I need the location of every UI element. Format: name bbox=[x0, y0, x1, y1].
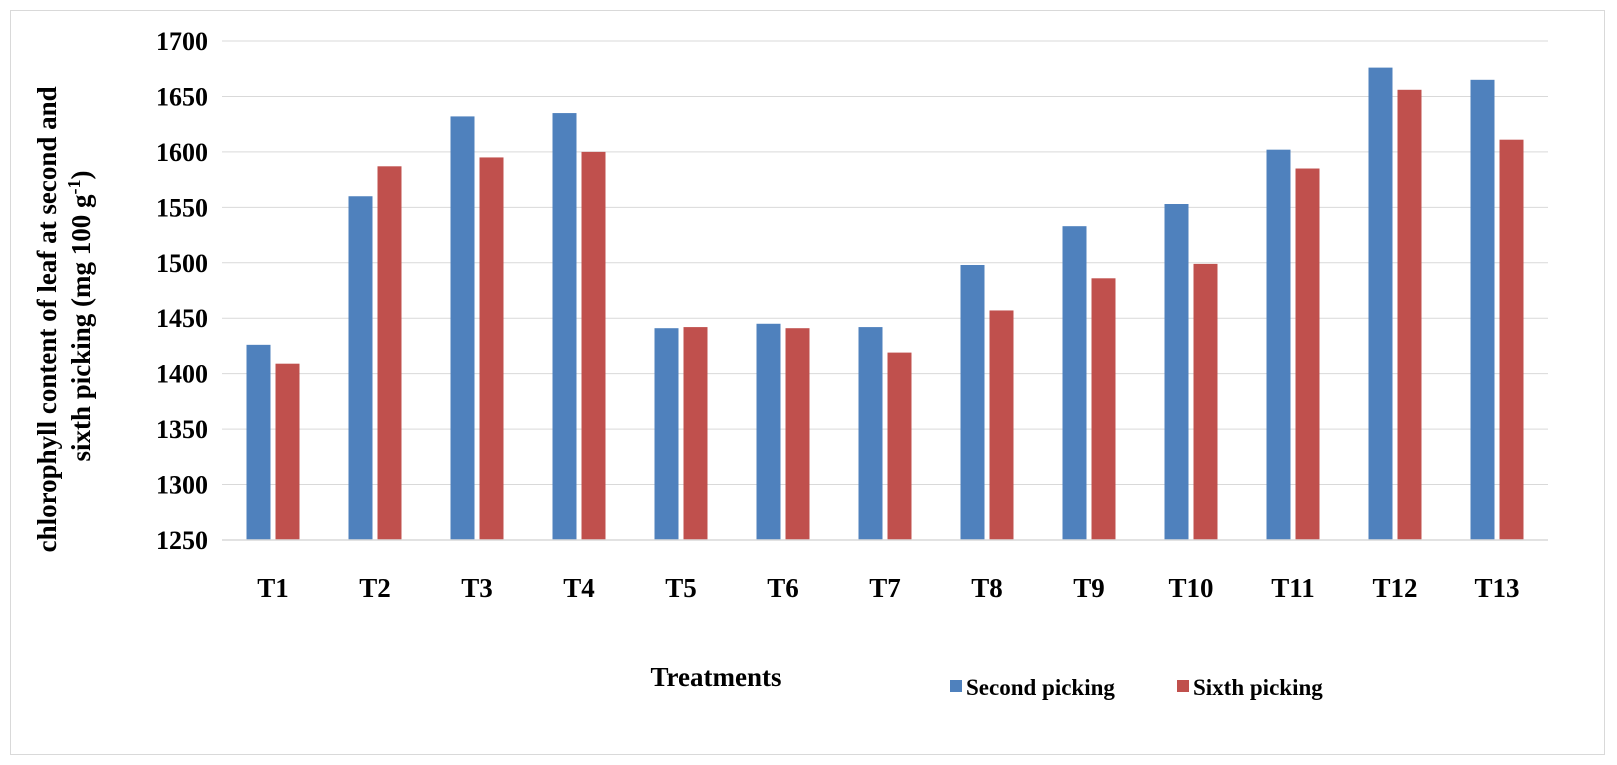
y-axis-title: chlorophyll content of leaf at second an… bbox=[32, 80, 96, 553]
x-tick-label: T3 bbox=[461, 573, 493, 603]
bar-second-picking-t7 bbox=[858, 327, 883, 540]
bar-second-picking-t5 bbox=[654, 328, 679, 540]
legend-label: Sixth picking bbox=[1193, 675, 1323, 700]
bar-sixth-picking-t11 bbox=[1295, 168, 1320, 540]
legend-label: Second picking bbox=[966, 675, 1115, 700]
x-axis-ticks: T1 T2 T3 T4 T5 T6 T7 T8 T9 T10 T11 T12 T13 bbox=[257, 573, 1519, 603]
bar-second-picking-t1 bbox=[246, 344, 271, 540]
y-tick-label: 1350 bbox=[156, 415, 208, 444]
y-axis-ticks: 1250 1300 1350 1400 1450 1500 1550 1600 1650 1700 bbox=[156, 27, 208, 555]
bar-second-picking-t3 bbox=[450, 116, 475, 540]
legend-swatch bbox=[1177, 680, 1189, 692]
bar-sixth-picking-t13 bbox=[1499, 139, 1524, 541]
bar-second-picking-t9 bbox=[1062, 226, 1087, 540]
bar-sixth-picking-t2 bbox=[377, 166, 402, 540]
x-tick-label: T5 bbox=[665, 573, 697, 603]
x-tick-label: T2 bbox=[359, 573, 391, 603]
bar-second-picking-t4 bbox=[552, 113, 577, 541]
y-tick-label: 1300 bbox=[156, 471, 208, 500]
gridlines bbox=[222, 40, 1548, 486]
bar-sixth-picking-t8 bbox=[989, 310, 1014, 540]
x-tick-label: T11 bbox=[1271, 573, 1315, 603]
y-axis-title-line2: sixth picking (mg 100 g-1) bbox=[64, 170, 96, 461]
x-tick-label: T10 bbox=[1168, 573, 1213, 603]
bar-sixth-picking-t5 bbox=[683, 327, 708, 540]
bar-sixth-picking-t1 bbox=[275, 363, 300, 540]
x-tick-label: T13 bbox=[1474, 573, 1519, 603]
bar-sixth-picking-t6 bbox=[785, 328, 810, 540]
bar-sixth-picking-t9 bbox=[1091, 278, 1116, 540]
y-tick-label: 1500 bbox=[156, 249, 208, 278]
bar-sixth-picking-t10 bbox=[1193, 263, 1218, 540]
y-axis-title-line1: chlorophyll content of leaf at second an… bbox=[32, 86, 62, 552]
y-tick-label: 1600 bbox=[156, 138, 208, 167]
y-axis-title-superscript: -1 bbox=[64, 179, 84, 194]
bar-second-picking-t8 bbox=[960, 264, 985, 540]
y-tick-label: 1250 bbox=[156, 526, 208, 555]
x-axis-title: Treatments bbox=[651, 662, 782, 692]
x-tick-label: T6 bbox=[767, 573, 799, 603]
bar-sixth-picking-t12 bbox=[1397, 89, 1422, 541]
bar-second-picking-t12 bbox=[1368, 67, 1393, 540]
bar-second-picking-t2 bbox=[348, 196, 373, 540]
y-tick-label: 1550 bbox=[156, 193, 208, 222]
y-tick-label: 1700 bbox=[156, 27, 208, 56]
y-tick-label: 1450 bbox=[156, 304, 208, 333]
legend-swatch bbox=[950, 680, 962, 692]
y-axis-title-line2-end: ) bbox=[66, 170, 96, 179]
x-tick-label: T8 bbox=[971, 573, 1003, 603]
bar-sixth-picking-t7 bbox=[887, 352, 912, 540]
bar-second-picking-t13 bbox=[1470, 79, 1495, 541]
y-tick-label: 1400 bbox=[156, 360, 208, 389]
x-tick-label: T12 bbox=[1372, 573, 1417, 603]
bar-second-picking-t10 bbox=[1164, 204, 1189, 541]
bar-second-picking-t6 bbox=[756, 323, 781, 540]
bar-sixth-picking-t3 bbox=[479, 157, 504, 540]
x-tick-label: T1 bbox=[257, 573, 289, 603]
y-tick-label: 1650 bbox=[156, 82, 208, 111]
x-tick-label: T4 bbox=[563, 573, 595, 603]
bars bbox=[246, 67, 1524, 541]
y-axis-title-line2-main: sixth picking (mg 100 g bbox=[66, 194, 96, 462]
x-tick-label: T9 bbox=[1073, 573, 1105, 603]
bar-sixth-picking-t4 bbox=[581, 151, 606, 540]
legend: Second picking Sixth picking bbox=[950, 675, 1323, 700]
x-tick-label: T7 bbox=[869, 573, 901, 603]
bar-second-picking-t11 bbox=[1266, 149, 1291, 540]
